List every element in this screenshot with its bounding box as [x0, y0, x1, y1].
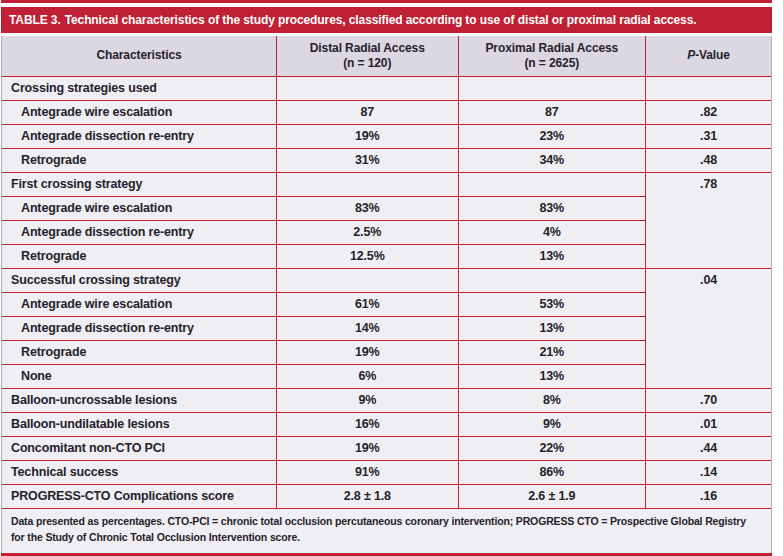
- table-title-bar: TABLE 3. Technical characteristics of the…: [1, 7, 772, 33]
- table-row: Crossing strategies used: [2, 76, 771, 100]
- cell-p-value: .04: [646, 268, 771, 388]
- cell-proximal-value: 53%: [458, 292, 646, 316]
- cell-proximal-value: [458, 76, 646, 100]
- table-figure: TABLE 3. Technical characteristics of the…: [1, 0, 772, 556]
- cell-proximal-value: 13%: [458, 244, 646, 268]
- cell-proximal-value: 23%: [458, 124, 646, 148]
- row-label: Successful crossing strategy: [2, 268, 277, 292]
- cell-p-value: .16: [646, 484, 771, 508]
- cell-proximal-value: 86%: [458, 460, 646, 484]
- table-title: Technical characteristics of the study p…: [65, 13, 697, 27]
- row-label: Antegrade dissection re-entry: [2, 220, 277, 244]
- cell-proximal-value: [458, 268, 646, 292]
- cell-distal-value: 87: [277, 100, 458, 124]
- cell-proximal-value: 8%: [458, 388, 646, 412]
- cell-proximal-value: 83%: [458, 196, 646, 220]
- cell-p-value: .70: [646, 388, 771, 412]
- cell-distal-value: 6%: [277, 364, 458, 388]
- table-row: Successful crossing strategy.04: [2, 268, 771, 292]
- bottom-rule: [1, 553, 772, 556]
- footnote: Data presented as percentages. CTO-PCI =…: [2, 508, 771, 553]
- cell-p-value: .01: [646, 412, 771, 436]
- cell-distal-value: 31%: [277, 148, 458, 172]
- row-label: First crossing strategy: [2, 172, 277, 196]
- row-label: Antegrade wire escalation: [2, 292, 277, 316]
- table-row: Balloon-undilatable lesions16%9%.01: [2, 412, 771, 436]
- cell-proximal-value: 13%: [458, 316, 646, 340]
- row-label: Antegrade dissection re-entry: [2, 316, 277, 340]
- row-label: Concomitant non-CTO PCI: [2, 436, 277, 460]
- table-row: Concomitant non-CTO PCI19%22%.44: [2, 436, 771, 460]
- cell-distal-value: 9%: [277, 388, 458, 412]
- cell-proximal-value: 34%: [458, 148, 646, 172]
- col-header-p-value: P-Value: [646, 36, 771, 76]
- cell-p-value: [646, 76, 771, 100]
- cell-p-value: .14: [646, 460, 771, 484]
- cell-proximal-value: 9%: [458, 412, 646, 436]
- cell-proximal-value: 21%: [458, 340, 646, 364]
- cell-distal-value: 16%: [277, 412, 458, 436]
- cell-distal-value: 2.5%: [277, 220, 458, 244]
- cell-distal-value: 2.8 ± 1.8: [277, 484, 458, 508]
- table-row: Technical success91%86%.14: [2, 460, 771, 484]
- proximal-n-count: (n = 2625): [524, 56, 579, 70]
- row-label: Retrograde: [2, 340, 277, 364]
- cell-proximal-value: 2.6 ± 1.9: [458, 484, 646, 508]
- col-header-proximal: Proximal Radial Access(n = 2625): [458, 36, 646, 76]
- table-row: PROGRESS-CTO Complications score2.8 ± 1.…: [2, 484, 771, 508]
- col-header-distal: Distal Radial Access(n = 120): [277, 36, 458, 76]
- cell-distal-value: [277, 76, 458, 100]
- row-label: Balloon-undilatable lesions: [2, 412, 277, 436]
- cell-distal-value: 14%: [277, 316, 458, 340]
- row-label: PROGRESS-CTO Complications score: [2, 484, 277, 508]
- row-label: Balloon-uncrossable lesions: [2, 388, 277, 412]
- cell-distal-value: 19%: [277, 124, 458, 148]
- row-label: Technical success: [2, 460, 277, 484]
- row-label: None: [2, 364, 277, 388]
- table-row: Retrograde31%34%.48: [2, 148, 771, 172]
- distal-n-count: (n = 120): [343, 56, 391, 70]
- cell-distal-value: 61%: [277, 292, 458, 316]
- table-row: Antegrade dissection re-entry19%23%.31: [2, 124, 771, 148]
- cell-distal-value: 83%: [277, 196, 458, 220]
- top-rule: [1, 0, 772, 3]
- table-number: TABLE 3.: [9, 13, 61, 27]
- cell-distal-value: 12.5%: [277, 244, 458, 268]
- row-label: Retrograde: [2, 148, 277, 172]
- col-header-characteristics: Characteristics: [2, 36, 277, 76]
- cell-p-value: .78: [646, 172, 771, 268]
- cell-p-value: .82: [646, 100, 771, 124]
- table-row: Antegrade wire escalation8787.82: [2, 100, 771, 124]
- cell-proximal-value: 4%: [458, 220, 646, 244]
- data-table: Characteristics Distal Radial Access(n =…: [2, 36, 771, 508]
- cell-distal-value: [277, 172, 458, 196]
- cell-distal-value: 19%: [277, 436, 458, 460]
- cell-distal-value: 19%: [277, 340, 458, 364]
- header-row: Characteristics Distal Radial Access(n =…: [2, 36, 771, 76]
- cell-proximal-value: 87: [458, 100, 646, 124]
- row-label: Antegrade wire escalation: [2, 100, 277, 124]
- row-label: Retrograde: [2, 244, 277, 268]
- cell-proximal-value: [458, 172, 646, 196]
- row-label: Antegrade dissection re-entry: [2, 124, 277, 148]
- cell-p-value: .48: [646, 148, 771, 172]
- table-row: First crossing strategy.78: [2, 172, 771, 196]
- cell-proximal-value: 22%: [458, 436, 646, 460]
- row-label: Antegrade wire escalation: [2, 196, 277, 220]
- row-label: Crossing strategies used: [2, 76, 277, 100]
- cell-proximal-value: 13%: [458, 364, 646, 388]
- cell-p-value: .44: [646, 436, 771, 460]
- cell-p-value: .31: [646, 124, 771, 148]
- table-row: Balloon-uncrossable lesions9%8%.70: [2, 388, 771, 412]
- cell-distal-value: 91%: [277, 460, 458, 484]
- cell-distal-value: [277, 268, 458, 292]
- table-body-wrapper: Characteristics Distal Radial Access(n =…: [1, 36, 772, 553]
